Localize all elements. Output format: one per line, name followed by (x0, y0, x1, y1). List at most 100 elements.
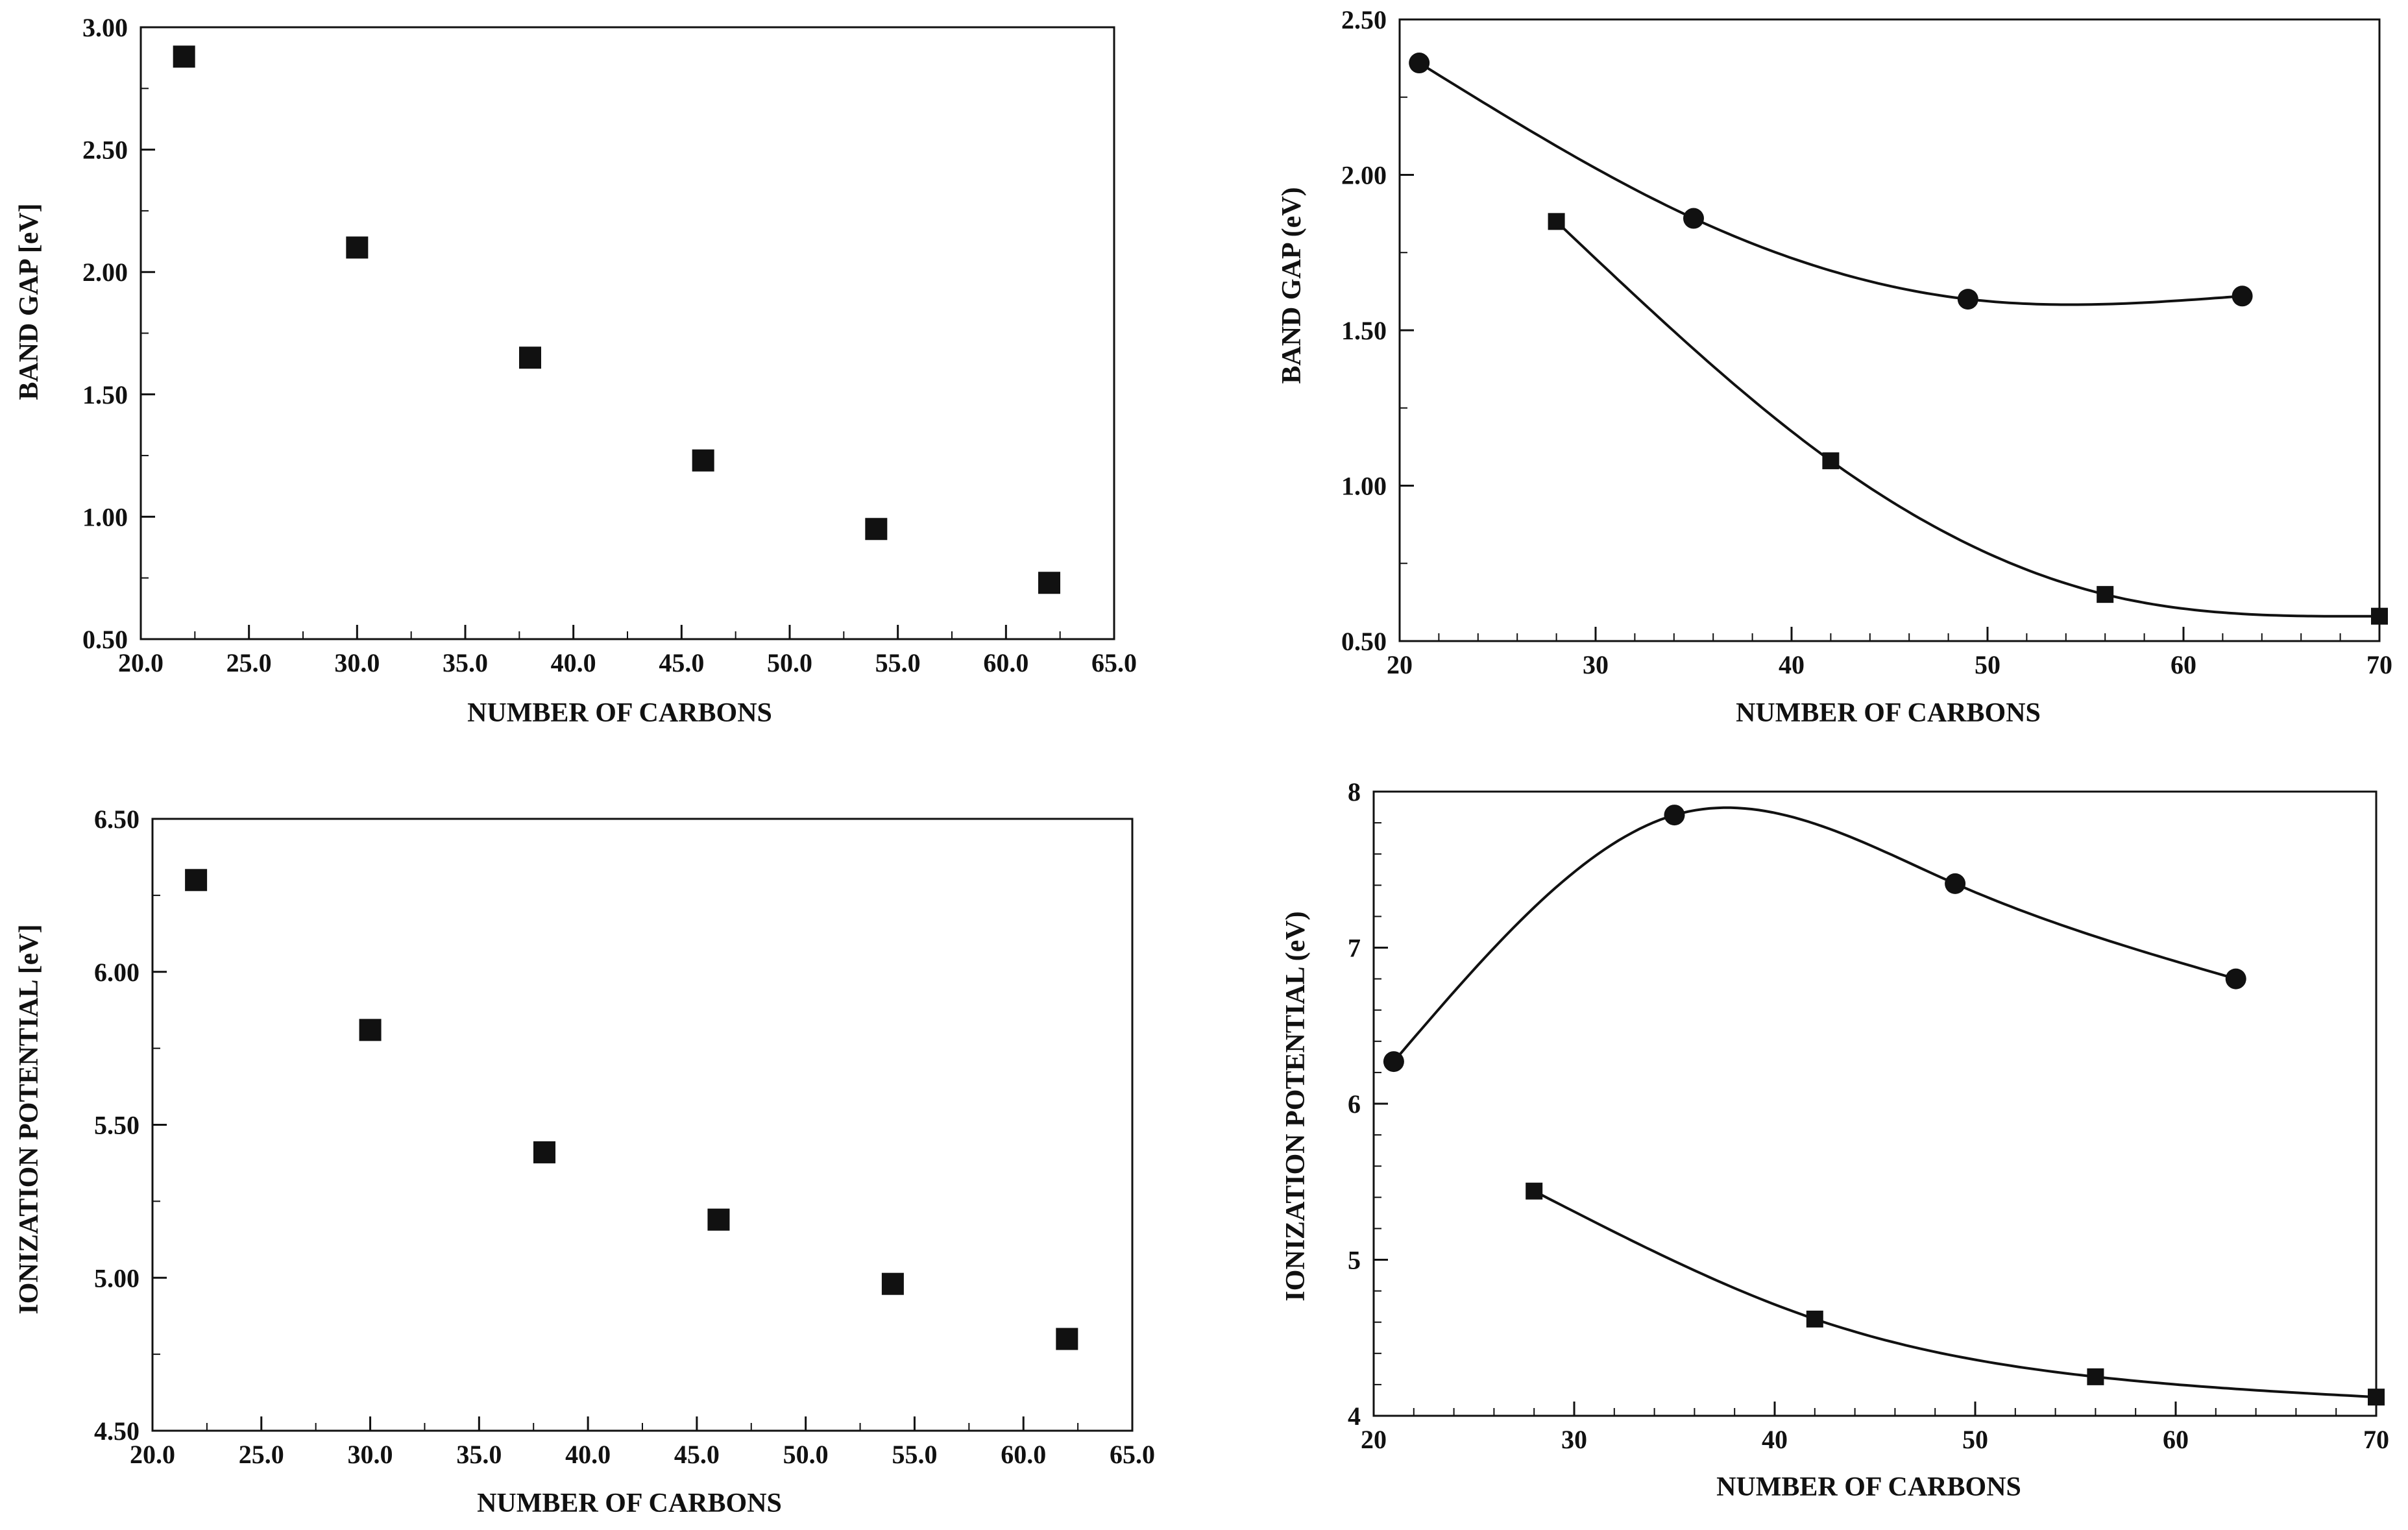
data-point-circle (1664, 805, 1685, 826)
y-tick-label: 1.50 (1341, 316, 1387, 345)
data-point-square (359, 1019, 382, 1041)
y-tick-label: 6.00 (94, 958, 140, 987)
x-tick-label: 20 (1361, 1425, 1387, 1454)
x-axis-label: NUMBER OF CARBONS (477, 1488, 782, 1518)
x-tick-label: 65.0 (1110, 1440, 1155, 1469)
series-squares (185, 869, 1078, 1350)
y-tick-label: 1.00 (82, 502, 128, 531)
x-tick-label: 45.0 (674, 1440, 720, 1469)
panel-band-gap-scatter: NUMBER OF CARBONS BAND GAP [eV] 20.0 25.0… (14, 13, 1137, 728)
y-tick-label: 2.00 (1341, 161, 1387, 190)
data-point-circle (2232, 285, 2253, 307)
x-tick-label: 60 (2163, 1425, 2189, 1454)
y-tick-label: 2.50 (1341, 5, 1387, 34)
data-point-circle (1683, 208, 1704, 229)
series-line (1393, 806, 2237, 1063)
x-tick-label: 50 (1962, 1425, 1988, 1454)
x-tick-label: 40.0 (565, 1440, 611, 1469)
data-point-square (2368, 1389, 2385, 1406)
x-tick-label: 20.0 (118, 648, 164, 677)
x-tick-label: 55.0 (875, 648, 921, 677)
x-tick-label: 60.0 (983, 648, 1028, 677)
x-tick-label: 35.0 (456, 1440, 502, 1469)
series-squares (173, 45, 1060, 594)
x-tick-label: 35.0 (443, 648, 488, 677)
y-tick-label: 0.50 (82, 625, 128, 654)
x-tick-label: 40.0 (551, 648, 596, 677)
y-tick-label: 6.50 (94, 805, 140, 834)
x-axis-label: NUMBER OF CARBONS (1736, 698, 2041, 728)
data-point-square (1822, 452, 1840, 470)
y-axis-label: BAND GAP [eV] (14, 203, 44, 400)
y-tick-label: 6 (1348, 1089, 1361, 1119)
x-tick-label: 45.0 (659, 648, 704, 677)
y-tick-label: 2.00 (82, 258, 128, 287)
x-tick-label: 65.0 (1091, 648, 1137, 677)
x-tick-label: 50.0 (783, 1440, 829, 1469)
x-tick-label: 60.0 (1001, 1440, 1046, 1469)
x-tick-label: 30.0 (348, 1440, 393, 1469)
y-tick-label: 3.00 (82, 13, 128, 42)
data-point-square (173, 45, 195, 68)
y-tick-label: 1.50 (82, 380, 128, 409)
series-line (1418, 62, 2243, 306)
data-point-circle (1957, 289, 1978, 310)
panel-ionization-curves: NUMBER OF CARBONS IONIZATION POTENTIAL (… (1281, 777, 2389, 1502)
data-point-square (865, 518, 888, 540)
x-axis-label: NUMBER OF CARBONS (1716, 1472, 2021, 1502)
series-line (1555, 220, 2379, 618)
x-tick-label: 55.0 (892, 1440, 937, 1469)
series-circles (1409, 53, 2253, 310)
x-tick-label: 50.0 (767, 648, 812, 677)
data-point-circle (2225, 968, 2246, 990)
x-tick-label: 30.0 (334, 648, 380, 677)
y-tick-label: 7 (1348, 934, 1361, 963)
y-tick-label: 0.50 (1341, 627, 1387, 656)
series-squares (1526, 1182, 2385, 1406)
series-squares (1548, 213, 2388, 625)
data-point-square (2371, 607, 2388, 625)
x-tick-label: 40 (1762, 1425, 1788, 1454)
data-point-circle (1409, 53, 1430, 74)
x-tick-label: 25.0 (239, 1440, 284, 1469)
y-tick-label: 5 (1348, 1246, 1361, 1275)
data-point-square (1806, 1310, 1823, 1328)
data-point-square (185, 869, 208, 892)
x-tick-label: 70 (2363, 1425, 2389, 1454)
x-axis-label: NUMBER OF CARBONS (467, 698, 772, 728)
data-point-square (692, 449, 714, 472)
data-point-square (2087, 1368, 2104, 1385)
data-point-square (2097, 586, 2114, 603)
series-circles (1383, 805, 2246, 1073)
x-tick-label: 50 (1975, 650, 2001, 679)
data-point-square (1526, 1182, 1543, 1200)
y-tick-label: 4 (1348, 1402, 1361, 1431)
x-tick-label: 20.0 (130, 1440, 175, 1469)
data-point-square (346, 236, 369, 259)
series-line (1533, 1189, 2377, 1399)
x-tick-label: 20 (1387, 650, 1413, 679)
data-point-square (1548, 213, 1565, 230)
y-axis-label: BAND GAP (eV) (1277, 187, 1307, 383)
data-point-circle (1945, 873, 1966, 894)
y-tick-label: 4.50 (94, 1416, 140, 1446)
y-tick-label: 2.50 (82, 136, 128, 165)
x-tick-label: 25.0 (226, 648, 272, 677)
y-tick-label: 1.00 (1341, 472, 1387, 501)
x-tick-label: 30 (1561, 1425, 1587, 1454)
x-tick-label: 70 (2366, 650, 2392, 679)
y-tick-label: 5.50 (94, 1111, 140, 1140)
data-point-square (707, 1208, 730, 1231)
data-point-square (519, 346, 541, 369)
panel-ionization-scatter: NUMBER OF CARBONS IONIZATION POTENTIAL [… (14, 805, 1155, 1518)
x-tick-label: 30 (1583, 650, 1609, 679)
y-tick-label: 8 (1348, 777, 1361, 807)
y-axis-label: IONIZATION POTENTIAL [eV] (14, 924, 44, 1314)
x-tick-label: 60 (2171, 650, 2196, 679)
data-point-circle (1383, 1051, 1404, 1073)
data-point-square (1056, 1328, 1078, 1350)
y-axis-label: IONIZATION POTENTIAL (eV) (1281, 911, 1311, 1301)
data-point-square (881, 1272, 904, 1295)
